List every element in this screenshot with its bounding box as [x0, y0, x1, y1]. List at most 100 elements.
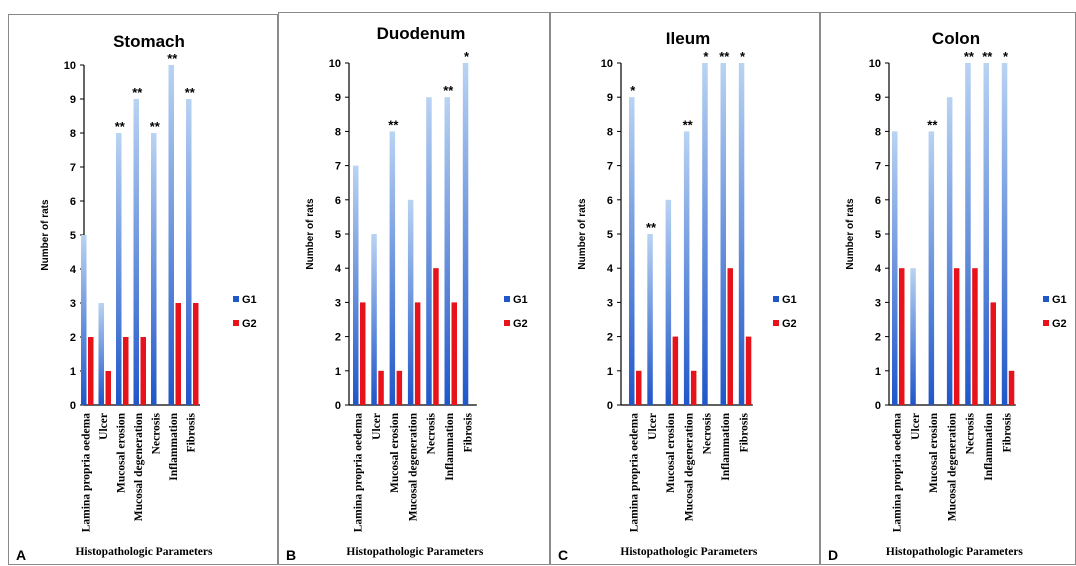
x-tick-label: Fibrosis — [1001, 412, 1013, 452]
legend-swatch-g2 — [1043, 320, 1049, 326]
x-tick-label: Mucosal degeneration — [407, 412, 419, 521]
bar-g2 — [745, 336, 752, 405]
chart-svg-stomach: Stomach 0 1 2 3 4 5 6 7 8 9 10 Number of rats Lamina … — [16, 32, 257, 563]
bar-g1 — [462, 63, 469, 405]
bar-g1 — [407, 199, 414, 405]
y-tick-label: 8 — [335, 126, 341, 138]
legend-swatch-g2 — [504, 320, 510, 326]
significance-marker: * — [464, 49, 470, 64]
significance-marker: * — [703, 49, 709, 64]
bar-g2 — [727, 268, 733, 405]
y-tick-label: 10 — [64, 60, 76, 72]
bar-g2 — [953, 268, 960, 405]
bar-g1 — [665, 199, 672, 405]
x-tick-label: Mucosal erosion — [928, 412, 940, 493]
y-tick-label: 2 — [70, 332, 76, 344]
y-tick-label: 0 — [335, 400, 341, 412]
y-tick-label: 7 — [70, 162, 76, 174]
bar-g1 — [892, 131, 898, 405]
bar-g1 — [1001, 63, 1008, 405]
x-tick-label: Mucosal degeneration — [683, 412, 695, 521]
bar-g1 — [426, 97, 432, 405]
bar-g1 — [133, 99, 139, 405]
bar-g1 — [81, 235, 87, 405]
bar-g1 — [928, 131, 935, 405]
x-tick-label: Lamina propria oedema — [629, 413, 641, 533]
y-tick-label: 0 — [875, 400, 881, 412]
y-tick-label: 5 — [335, 229, 341, 241]
y-tick-label: 6 — [335, 195, 341, 207]
y-tick-label: 3 — [607, 297, 613, 309]
bar-g1 — [629, 97, 635, 405]
x-tick-label: Lamina propria oedema — [81, 413, 93, 533]
chart-panel-colon: Colon 0 1 2 3 4 5 6 7 8 9 10 Number of rats Lamina pr… — [820, 12, 1076, 565]
y-tick-label: 7 — [875, 161, 881, 173]
x-tick-label: Mucosal erosion — [389, 412, 401, 493]
y-axis-label: Number of rats — [305, 198, 316, 270]
chart-title: Colon — [932, 29, 980, 48]
x-tick-label: Lamina propria oedema — [892, 413, 904, 533]
y-tick-label: 1 — [875, 366, 881, 378]
bar-g1 — [946, 97, 953, 405]
y-tick-label: 10 — [329, 58, 341, 70]
y-tick-label: 6 — [70, 196, 76, 208]
x-tick-label: Ulcer — [98, 413, 110, 440]
x-tick-label: Fibrosis — [462, 412, 474, 452]
y-tick-label: 8 — [875, 126, 881, 138]
significance-marker: ** — [982, 49, 993, 64]
bar-g2 — [672, 336, 679, 405]
y-tick-label: 9 — [70, 94, 76, 106]
x-tick-label: Necrosis — [965, 412, 977, 454]
significance-marker: ** — [150, 119, 161, 134]
bar-g1 — [389, 131, 396, 405]
legend-label-g1: G1 — [1052, 294, 1067, 306]
panel-letter: C — [558, 547, 568, 563]
x-axis-label: Histopathologic Parameters — [346, 546, 484, 558]
bar-g1 — [965, 63, 971, 405]
significance-marker: * — [1003, 49, 1009, 64]
significance-marker: ** — [185, 85, 196, 100]
significance-marker: ** — [167, 51, 178, 66]
x-tick-label: Mucosal degeneration — [946, 412, 958, 521]
significance-marker: ** — [964, 49, 975, 64]
bar-g1 — [168, 65, 174, 405]
x-tick-label: Necrosis — [151, 412, 163, 454]
panel-letter: B — [286, 547, 296, 563]
bar-g2 — [690, 370, 697, 405]
significance-marker: ** — [132, 85, 143, 100]
bar-g2 — [636, 370, 642, 405]
y-tick-label: 1 — [335, 366, 341, 378]
legend-label-g1: G1 — [513, 294, 528, 306]
y-tick-label: 0 — [70, 400, 76, 412]
chart-panel-stomach: Stomach 0 1 2 3 4 5 6 7 8 9 10 Number of rats Lamina … — [8, 14, 278, 565]
bar-g1 — [683, 131, 690, 405]
y-tick-label: 8 — [607, 126, 613, 138]
y-tick-label: 9 — [335, 92, 341, 104]
x-tick-label: Fibrosis — [738, 412, 750, 452]
legend-label-g2: G2 — [513, 318, 528, 330]
significance-marker: ** — [719, 49, 730, 64]
x-tick-label: Mucosal degeneration — [133, 412, 145, 521]
x-axis-label: Histopathologic Parameters — [75, 546, 213, 558]
y-tick-label: 7 — [335, 161, 341, 173]
chart-title: Duodenum — [377, 24, 466, 43]
y-tick-label: 8 — [70, 128, 76, 140]
significance-marker: ** — [443, 83, 454, 98]
bar-g2 — [396, 370, 403, 405]
x-tick-label: Ulcer — [371, 413, 383, 440]
legend-swatch-g1 — [504, 296, 510, 302]
bar-g1 — [720, 63, 726, 405]
y-tick-label: 0 — [607, 400, 613, 412]
y-tick-label: 10 — [601, 58, 613, 70]
legend-swatch-g2 — [233, 320, 239, 326]
y-tick-label: 3 — [335, 297, 341, 309]
y-tick-label: 4 — [335, 263, 342, 275]
y-axis-label: Number of rats — [845, 198, 856, 270]
y-tick-label: 5 — [875, 229, 881, 241]
significance-marker: * — [740, 49, 746, 64]
bar-g2 — [105, 371, 111, 405]
x-tick-label: Inflammation — [720, 412, 732, 480]
x-tick-label: Inflammation — [983, 412, 995, 480]
y-tick-label: 9 — [607, 92, 613, 104]
y-tick-label: 6 — [607, 195, 613, 207]
